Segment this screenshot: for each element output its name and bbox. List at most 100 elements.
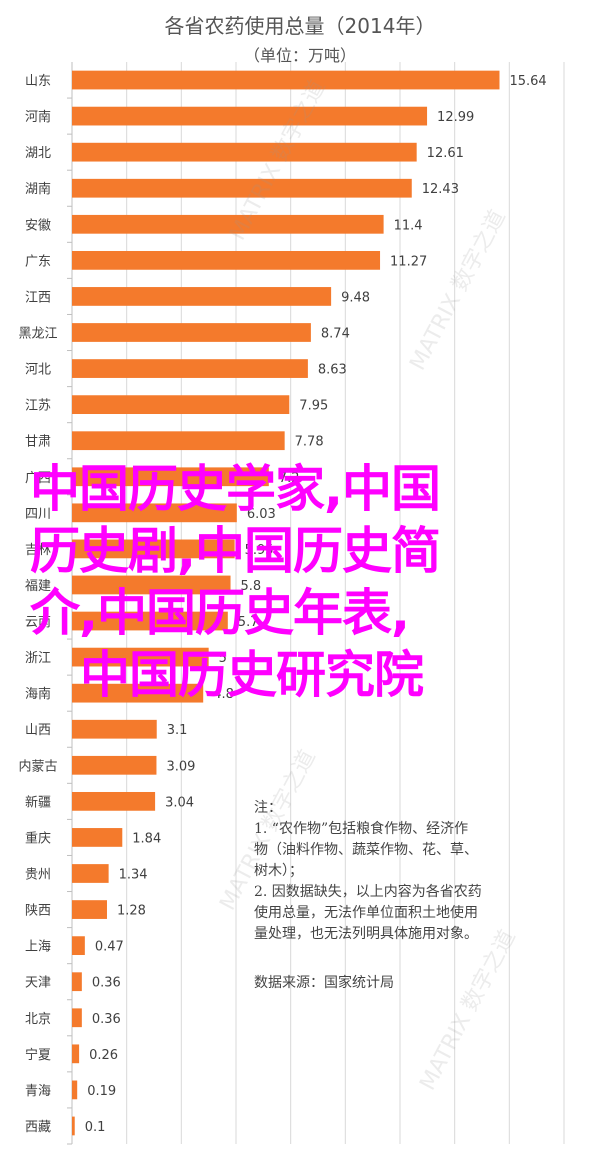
- category-label-11: 广西: [25, 471, 51, 486]
- chart-notes: 注： 1. “农作物”包括粮食作物、经济作 物（油料作物、蔬菜作物、花、草、 树…: [254, 798, 574, 945]
- bar-17: [72, 683, 204, 703]
- value-label-22: 1.34: [119, 868, 148, 883]
- category-label-26: 北京: [25, 1012, 51, 1027]
- category-label-12: 四川: [25, 507, 51, 522]
- bar-23: [72, 900, 107, 919]
- value-label-4: 11.4: [394, 218, 423, 233]
- bar-26: [72, 1008, 82, 1028]
- bar-24: [72, 936, 85, 956]
- overlay-line-3: 介,中国历史年表,: [30, 584, 410, 642]
- category-label-5: 广东: [25, 254, 51, 269]
- category-label-18: 山西: [25, 723, 51, 738]
- category-label-15: 云南: [25, 614, 51, 630]
- overlay-line-1: 中国历史学家,中国: [30, 460, 441, 518]
- category-label-24: 上海: [25, 940, 51, 955]
- bar-9: [72, 395, 290, 415]
- value-label-19: 3.09: [166, 759, 195, 774]
- value-label-17: 4.8: [213, 687, 234, 702]
- bar-0: [72, 70, 500, 90]
- notes-heading: 注：: [254, 800, 282, 816]
- bar-27: [72, 1044, 80, 1064]
- category-label-13: 吉林: [25, 543, 51, 558]
- bar-2: [72, 142, 417, 162]
- bar-19: [72, 755, 157, 775]
- value-label-6: 9.48: [341, 290, 370, 305]
- category-label-17: 海南: [25, 686, 51, 702]
- value-label-3: 12.43: [422, 182, 459, 197]
- chart-title: 各省农药使用总量（2014年）: [164, 14, 436, 38]
- value-label-21: 1.84: [132, 831, 161, 846]
- value-label-15: 5.7: [238, 615, 259, 630]
- value-label-0: 15.64: [509, 74, 546, 89]
- bar-11: [72, 467, 269, 487]
- category-label-4: 安徽: [25, 218, 51, 233]
- value-label-9: 7.95: [299, 399, 328, 414]
- bar-14: [72, 575, 231, 595]
- category-label-10: 甘肃: [25, 435, 51, 450]
- value-label-12: 6.03: [247, 507, 276, 522]
- category-label-29: 西藏: [25, 1120, 51, 1135]
- bar-28: [72, 1080, 78, 1100]
- notes-line-3: 树木）；: [254, 863, 303, 879]
- notes-line-6: 量处理，也无法列明具体施用对象。: [254, 926, 478, 942]
- category-label-8: 河北: [25, 363, 51, 378]
- value-label-25: 0.36: [92, 976, 121, 991]
- bar-5: [72, 250, 381, 270]
- bar-25: [72, 972, 82, 992]
- category-label-3: 湖南: [25, 181, 51, 197]
- category-label-0: 山东: [25, 74, 51, 89]
- bar-10: [72, 431, 285, 451]
- value-label-24: 0.47: [95, 940, 124, 955]
- category-label-27: 宁夏: [25, 1047, 51, 1063]
- value-label-14: 5.8: [241, 579, 262, 594]
- category-label-20: 新疆: [25, 794, 51, 810]
- value-label-16: 5: [219, 651, 227, 666]
- category-label-9: 江苏: [25, 398, 51, 414]
- category-label-7: 黑龙江: [18, 327, 57, 342]
- overlay-line-4: 中国历史研究院: [80, 646, 424, 704]
- value-label-11: 7.2: [279, 471, 300, 486]
- category-label-6: 江西: [25, 290, 51, 305]
- data-source: 数据来源：国家统计局: [254, 975, 394, 991]
- value-label-13: 5.95: [245, 543, 274, 558]
- value-label-20: 3.04: [165, 795, 194, 810]
- category-label-28: 青海: [25, 1084, 51, 1099]
- bar-22: [72, 864, 109, 883]
- bar-7: [72, 323, 311, 342]
- category-label-23: 陕西: [25, 904, 51, 919]
- category-label-14: 福建: [25, 579, 51, 594]
- bar-21: [72, 828, 123, 847]
- notes-line-5: 使用总量，无法作单位面积土地使用: [254, 905, 478, 921]
- value-label-5: 11.27: [390, 254, 427, 269]
- value-label-29: 0.1: [85, 1120, 106, 1135]
- value-label-2: 12.61: [427, 146, 464, 161]
- notes-line-4: 2. 因数据缺失，以上内容为各省农药: [254, 884, 482, 900]
- category-label-25: 天津: [25, 976, 51, 991]
- bar-6: [72, 287, 332, 306]
- value-label-23: 1.28: [117, 904, 146, 919]
- chart-subtitle: （单位：万吨）: [243, 46, 356, 65]
- category-label-1: 河南: [25, 109, 51, 125]
- value-label-18: 3.1: [167, 723, 188, 738]
- bar-8: [72, 359, 308, 378]
- bar-1: [72, 106, 428, 126]
- bar-3: [72, 178, 412, 198]
- overlay-line-2: 历史剧,中国历史简: [30, 522, 441, 580]
- category-label-2: 湖北: [25, 146, 51, 161]
- notes-line-2: 物（油料作物、蔬菜作物、花、草、: [254, 842, 478, 858]
- category-label-22: 贵州: [25, 868, 51, 883]
- bar-18: [72, 719, 157, 739]
- category-label-21: 重庆: [25, 830, 51, 846]
- value-label-26: 0.36: [92, 1012, 121, 1027]
- notes-line-1: 1. “农作物”包括粮食作物、经济作: [254, 821, 469, 837]
- value-label-10: 7.78: [295, 435, 324, 450]
- value-label-8: 8.63: [318, 363, 347, 378]
- value-label-7: 8.74: [321, 327, 350, 342]
- bar-12: [72, 503, 237, 523]
- value-label-28: 0.19: [87, 1084, 116, 1099]
- bar-16: [72, 647, 209, 667]
- category-label-19: 内蒙古: [18, 758, 57, 774]
- overlay-text: 中国历史学家,中国 历史剧,中国历史简 介,中国历史年表, 中国历史研究院: [30, 458, 570, 706]
- bar-29: [72, 1116, 75, 1136]
